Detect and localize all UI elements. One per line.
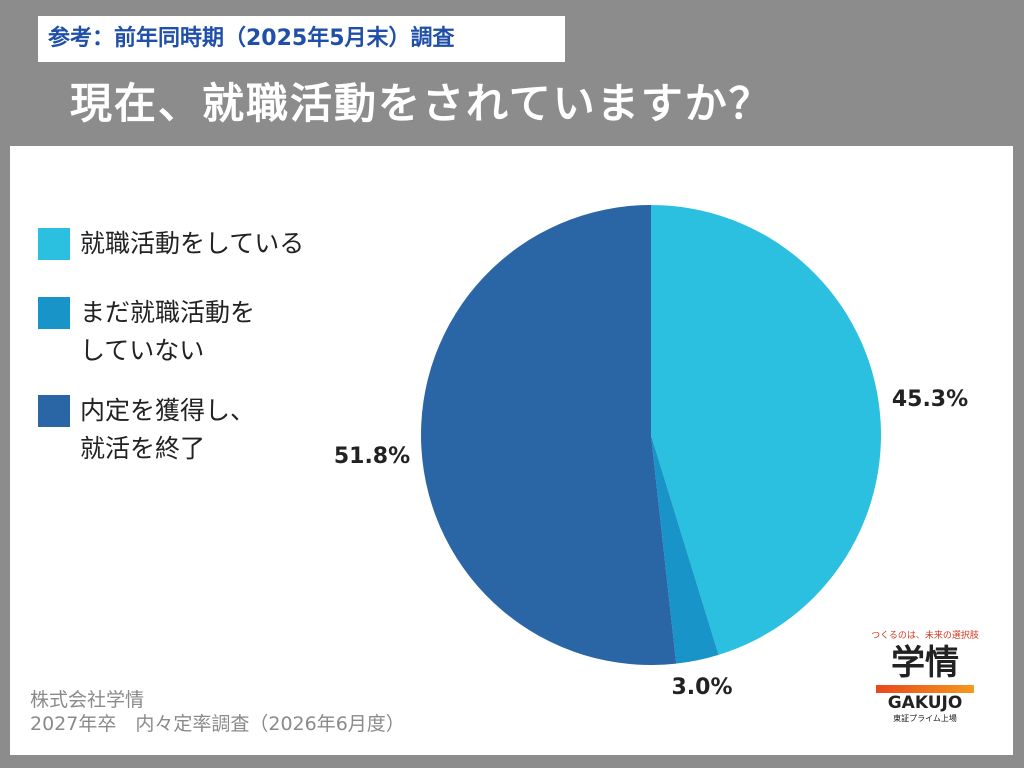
footer-company: 株式会社学情 bbox=[30, 689, 145, 711]
legend-swatch bbox=[38, 228, 70, 260]
data-label: 51.8% bbox=[334, 444, 410, 469]
pie-slice bbox=[651, 205, 881, 655]
footer: 株式会社学情 2027年卒 内々定率調査（2026年6月度） bbox=[30, 688, 405, 736]
legend-item: 内定を獲得し、 就活を終了 bbox=[38, 395, 255, 468]
legend-label: 内定を獲得し、 就活を終了 bbox=[80, 396, 256, 463]
slide-title: 現在、就職活動をされていますか？ bbox=[70, 79, 773, 128]
pie-slice bbox=[651, 435, 719, 664]
data-label: 45.3% bbox=[892, 387, 968, 412]
legend-label: まだ就職活動を していない bbox=[80, 298, 256, 365]
logo-listing: 東証プライム上場 bbox=[893, 714, 957, 723]
logo: つくるのは、未来の選択肢 学情 GAKUJO 東証プライム上場 bbox=[870, 628, 980, 724]
logo-bar bbox=[876, 685, 974, 693]
legend-label: 就職活動をしている bbox=[80, 229, 305, 258]
note-label: 参考：前年同時期（2025年5月末）調査 bbox=[38, 16, 565, 62]
logo-name: 学情 bbox=[891, 643, 959, 683]
legend-swatch bbox=[38, 395, 70, 427]
legend-item: 就職活動をしている bbox=[38, 228, 304, 263]
logo-tagline: つくるのは、未来の選択肢 bbox=[871, 631, 979, 641]
legend-swatch bbox=[38, 297, 70, 329]
logo-roman: GAKUJO bbox=[887, 693, 963, 713]
legend-item: まだ就職活動を していない bbox=[38, 297, 255, 370]
footer-survey: 2027年卒 内々定率調査（2026年6月度） bbox=[30, 713, 405, 735]
data-label: 3.0% bbox=[671, 675, 732, 700]
pie-slice bbox=[420, 205, 677, 666]
